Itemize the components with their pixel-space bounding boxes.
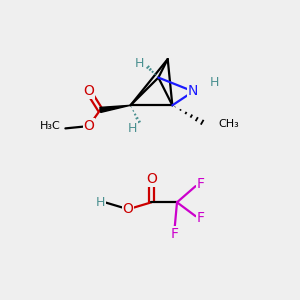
Text: F: F xyxy=(196,212,204,226)
Text: H₃C: H₃C xyxy=(40,121,61,131)
Text: N: N xyxy=(188,84,199,98)
Text: F: F xyxy=(171,226,179,241)
Text: H: H xyxy=(209,76,219,89)
Polygon shape xyxy=(100,105,130,112)
Text: O: O xyxy=(83,119,94,133)
Text: H: H xyxy=(135,57,145,70)
Text: H: H xyxy=(96,196,105,209)
Text: O: O xyxy=(123,202,134,216)
Text: H: H xyxy=(128,122,137,135)
Text: CH₃: CH₃ xyxy=(219,119,240,129)
Text: O: O xyxy=(83,84,94,98)
Text: F: F xyxy=(196,177,204,191)
Text: O: O xyxy=(146,172,157,186)
